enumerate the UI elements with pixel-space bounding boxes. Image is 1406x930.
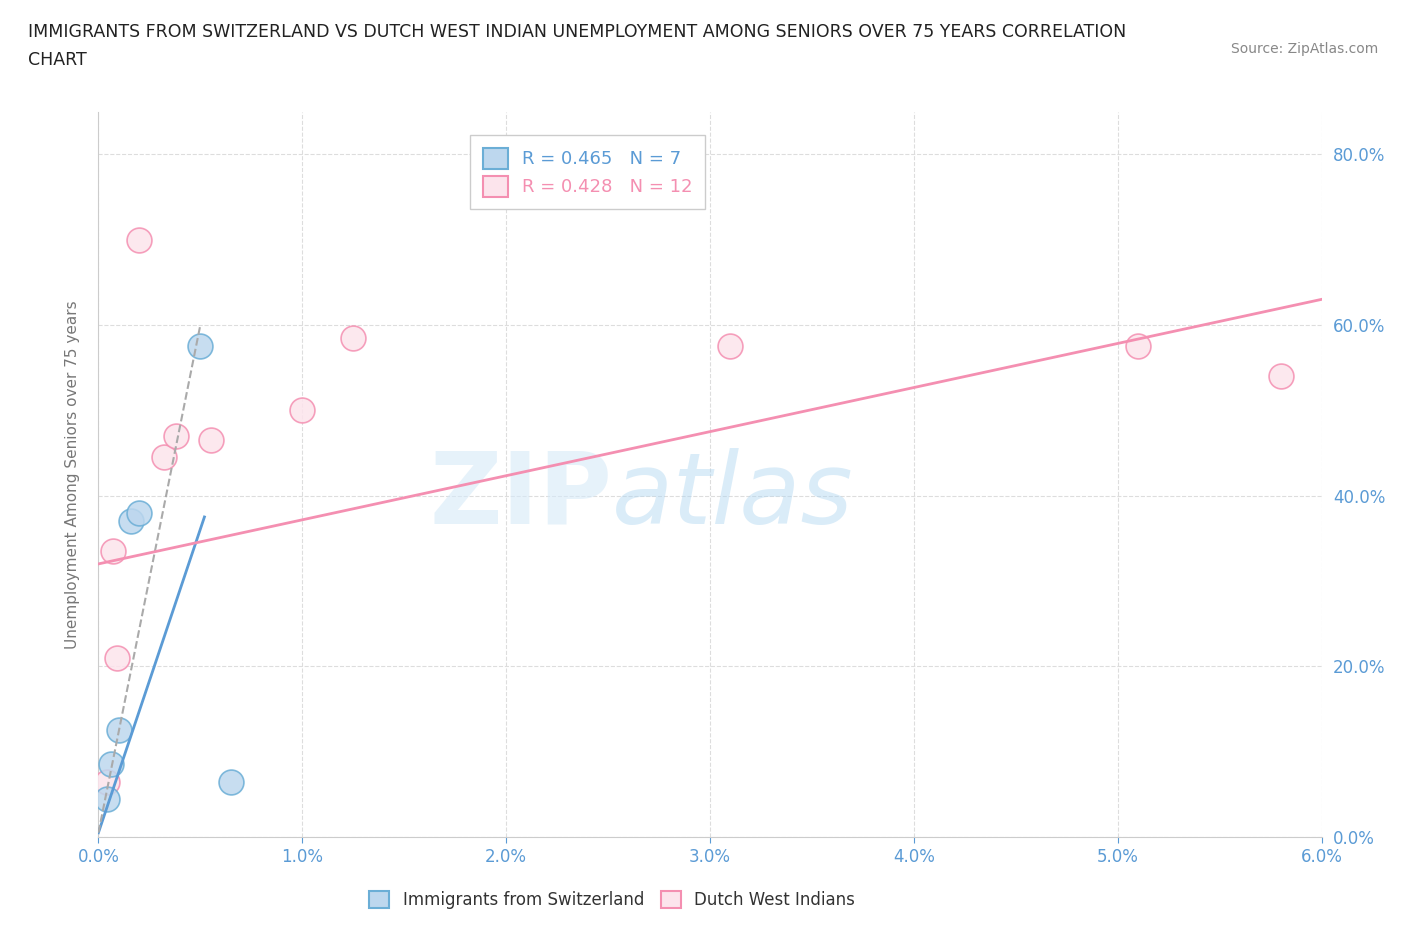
Point [1126,339,1149,353]
Point [1270,368,1292,383]
Text: CHART: CHART [28,51,87,69]
Text: IMMIGRANTS FROM SWITZERLAND VS DUTCH WEST INDIAN UNEMPLOYMENT AMONG SENIORS OVER: IMMIGRANTS FROM SWITZERLAND VS DUTCH WES… [28,23,1126,41]
Point [165,429,187,444]
Text: atlas: atlas [612,447,853,545]
Point [101,544,124,559]
Point [108,723,131,737]
Point [96,774,118,789]
Point [96,791,118,806]
Y-axis label: Unemployment Among Seniors over 75 years: Unemployment Among Seniors over 75 years [65,300,80,648]
Point [152,450,174,465]
Point [200,432,222,447]
Legend: Immigrants from Switzerland, Dutch West Indians: Immigrants from Switzerland, Dutch West … [363,884,862,916]
Point [100,757,122,772]
Text: ZIP: ZIP [429,447,612,545]
Point [105,650,128,665]
Point [718,339,742,353]
Point [188,339,212,353]
Point [291,403,314,418]
Point [120,513,142,528]
Point [219,774,242,789]
Point [128,232,150,247]
Point [128,505,150,520]
Point [342,330,364,345]
Text: Source: ZipAtlas.com: Source: ZipAtlas.com [1230,42,1378,56]
